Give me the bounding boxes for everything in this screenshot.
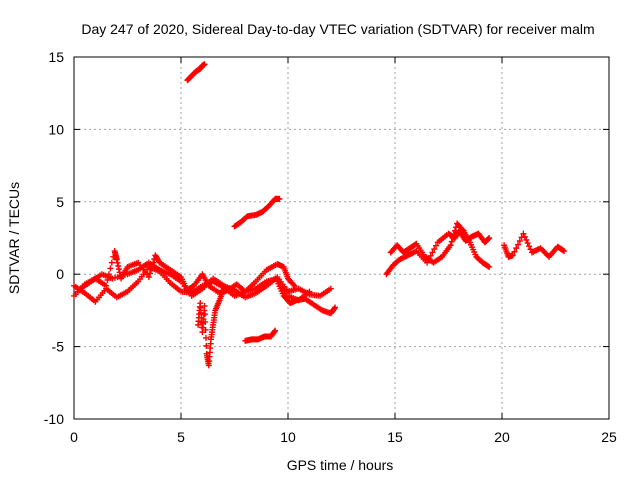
- x-tick-label: 0: [70, 429, 78, 445]
- y-tick-label: 10: [48, 121, 64, 137]
- data-point: [145, 274, 152, 281]
- data-point: [561, 248, 568, 255]
- data-point: [202, 318, 209, 325]
- data-point: [220, 285, 227, 292]
- data-point: [276, 195, 283, 202]
- data-point: [447, 242, 454, 249]
- series-track-g: [231, 195, 283, 230]
- data-point: [485, 263, 492, 270]
- data-point: [203, 342, 210, 349]
- data-point: [291, 282, 298, 289]
- data-point: [485, 235, 492, 242]
- axis-ticks: 0 5 10 15 20 25 -10 -5 0 5 10 15: [44, 49, 617, 445]
- y-tick-label: -5: [52, 339, 65, 355]
- data-point: [272, 327, 279, 334]
- series-track-d: [274, 278, 339, 317]
- data-point: [201, 303, 208, 310]
- data-point: [511, 248, 518, 255]
- data-point: [202, 334, 209, 341]
- data-point: [451, 227, 458, 234]
- data-point: [113, 256, 120, 263]
- data-points: [71, 61, 568, 369]
- data-point: [433, 242, 440, 249]
- data-point: [513, 245, 520, 252]
- data-point: [450, 231, 457, 238]
- data-point: [449, 235, 456, 241]
- data-point: [431, 246, 438, 253]
- data-point: [327, 285, 334, 292]
- data-point: [290, 281, 297, 288]
- series-track-k: [501, 230, 568, 260]
- data-point: [448, 238, 455, 245]
- data-point: [523, 236, 530, 243]
- series-track-h: [184, 61, 208, 84]
- chart-title: Day 247 of 2020, Sidereal Day-to-day VTE…: [81, 21, 594, 37]
- data-point: [202, 326, 209, 333]
- series-track-j: [387, 220, 493, 270]
- data-point: [107, 265, 114, 272]
- x-tick-label: 10: [280, 429, 296, 445]
- y-tick-label: 0: [56, 266, 64, 282]
- series-track-c: [77, 259, 334, 301]
- y-tick-label: -10: [44, 411, 64, 427]
- data-point: [559, 247, 566, 254]
- y-axis-label: SDTVAR / TECUs: [6, 182, 22, 294]
- data-point: [271, 328, 278, 335]
- data-point: [526, 243, 533, 250]
- data-point: [521, 233, 528, 240]
- y-tick-label: 15: [48, 49, 64, 65]
- series-track-f: [242, 327, 279, 344]
- data-point: [515, 241, 522, 248]
- data-point: [115, 262, 122, 269]
- data-point: [486, 263, 493, 270]
- series-track-e: [195, 285, 227, 369]
- data-point: [115, 266, 122, 273]
- data-point: [429, 249, 436, 256]
- grid-lines: [74, 57, 609, 419]
- data-point: [486, 235, 493, 241]
- y-tick-label: 5: [56, 194, 64, 210]
- data-point: [201, 311, 208, 318]
- data-point: [331, 305, 338, 312]
- data-point: [108, 259, 115, 266]
- data-point: [459, 226, 466, 233]
- data-point: [524, 240, 531, 247]
- x-axis-label: GPS time / hours: [287, 457, 394, 473]
- data-point: [509, 252, 516, 259]
- data-point: [520, 230, 527, 237]
- data-point: [201, 61, 208, 68]
- plot-frame: [73, 56, 610, 420]
- x-tick-label: 25: [601, 429, 617, 445]
- data-point: [146, 270, 153, 277]
- x-tick-label: 5: [177, 429, 185, 445]
- data-point: [114, 259, 121, 266]
- x-tick-label: 20: [494, 429, 510, 445]
- data-point: [516, 237, 523, 244]
- data-point: [332, 304, 339, 311]
- x-tick-label: 15: [387, 429, 403, 445]
